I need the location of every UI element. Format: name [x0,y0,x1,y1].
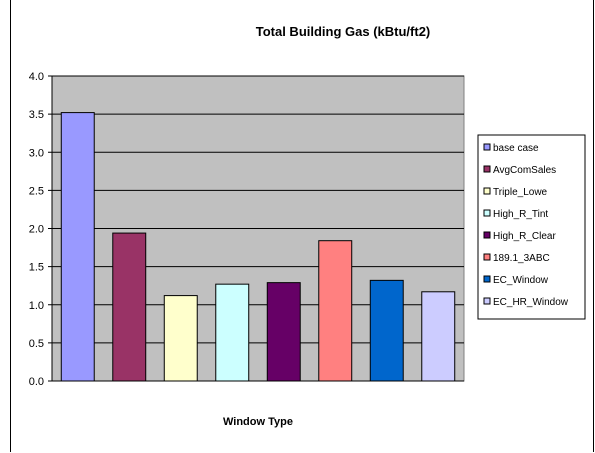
legend-swatch [483,297,491,305]
bar-triple-lowe [163,295,198,382]
legend-swatch [483,187,491,195]
bar-high-r-tint [215,283,250,382]
y-tick-label: 3.0 [29,147,44,159]
axes: 0.0 0.5 1.0 1.5 2.0 2.5 3.0 3.5 4.0 [29,71,464,388]
legend-swatch [483,143,491,151]
legend-label: AvgComSales [493,165,556,176]
bar-189-1-3abc [318,240,353,382]
legend-label: High_R_Tint [493,209,548,220]
legend-swatch [483,209,491,217]
legend-label: base case [493,143,539,154]
y-tick-label: 1.0 [29,300,44,312]
y-tick-label: 2.5 [29,185,44,197]
bar-ec-hr-window [421,291,456,382]
legend-swatch [483,253,491,261]
chart-frame [10,0,594,452]
bar-base-case [60,112,95,382]
y-tick-label: 2.0 [29,224,44,236]
legend-label: Triple_Lowe [493,187,548,198]
legend-swatch [483,275,491,283]
bar-high-r-clear [266,282,301,382]
y-tick-label: 3.5 [29,109,44,121]
bar-avgcomsales [112,232,147,382]
x-axis-title: Window Type [223,416,293,428]
legend-label: High_R_Clear [493,231,556,242]
legend-box [477,134,586,320]
bars [60,112,456,382]
legend-label: EC_HR_Window [493,297,569,308]
chart-title: Total Building Gas (kBtu/ft2) [256,24,431,39]
legend-swatch [483,165,491,173]
y-tick-label: 4.0 [29,71,44,83]
y-tick-label: 0.5 [29,338,44,350]
legend-swatch [483,231,491,239]
legend-label: 189.1_3ABC [493,253,550,264]
legend-label: EC_Window [493,275,549,286]
legend: base case AvgComSales Triple_Lowe High_R_Ti… [477,134,586,320]
bar-ec-window [369,279,404,382]
y-tick-label: 0.0 [29,376,44,388]
y-tick-label: 1.5 [29,262,44,274]
